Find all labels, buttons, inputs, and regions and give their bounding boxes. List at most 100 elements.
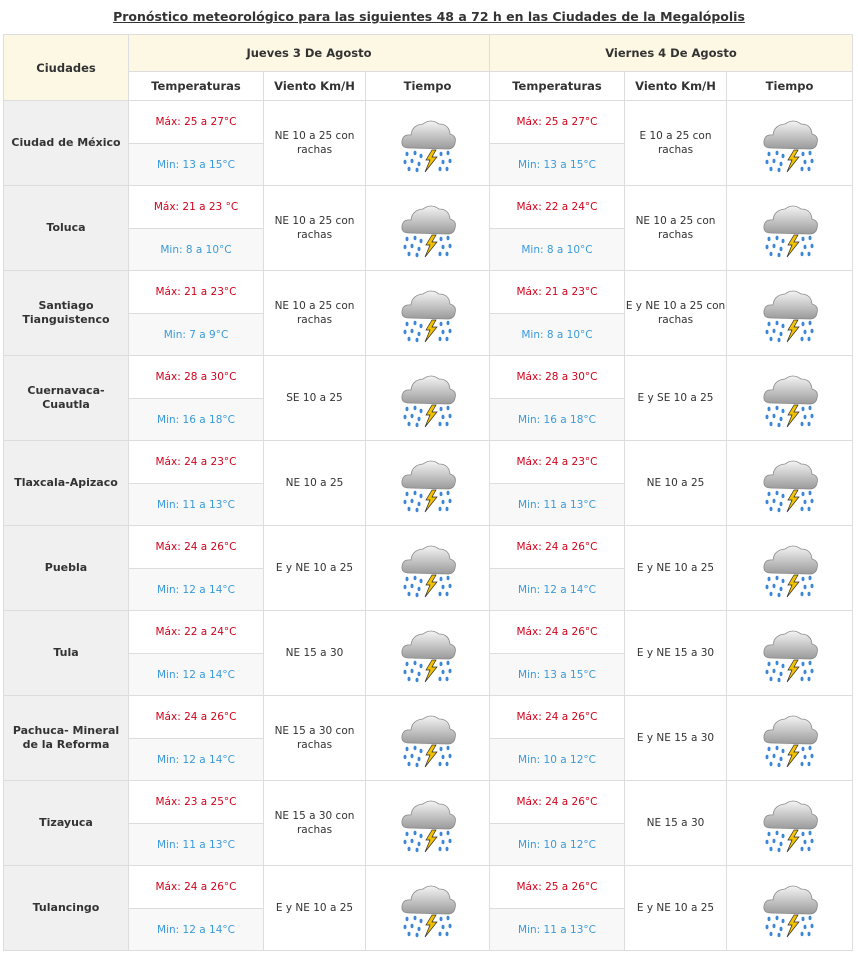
day1-min-temp: Min: 12 a 14°C: [128, 908, 264, 951]
day2-weather-cell: [725, 780, 854, 866]
day1-weather-cell: [365, 610, 490, 696]
day2-weather-cell: [725, 185, 854, 271]
thunderstorm-rain-icon: [366, 707, 489, 769]
thunderstorm-rain-icon: [727, 707, 852, 769]
day2-wind: E y SE 10 a 25: [624, 355, 727, 441]
table-row: Min: 12 a 14°C Min: 13 a 15°C: [4, 653, 853, 696]
thunderstorm-rain-icon: [727, 622, 852, 684]
table-row: Min: 12 a 14°C Min: 11 a 13°C: [4, 908, 853, 951]
thunderstorm-rain-icon: [366, 452, 489, 514]
day2-min-temp: Min: 11 a 13°C: [489, 483, 625, 526]
header-day-1: Jueves 3 De Agosto: [128, 34, 490, 72]
city-name: Santiago Tianguistenco: [3, 270, 129, 356]
day2-weather-cell: [725, 100, 854, 186]
city-name: Ciudad de México: [3, 100, 129, 186]
day1-weather-cell: [365, 525, 490, 611]
day1-min-temp: Min: 12 a 14°C: [128, 653, 264, 696]
table-row: Cuernavaca-Cuautla Máx: 28 a 30°C SE 10 a …: [3, 355, 854, 441]
table-row: Min: 8 a 10°C Min: 8 a 10°C: [4, 228, 853, 271]
table-row: Min: 7 a 9°C Min: 8 a 10°C: [4, 313, 853, 356]
header-temperatures: Temperaturas: [489, 71, 625, 101]
day2-wind: E 10 a 25 con rachas: [624, 100, 727, 186]
day1-wind: NE 15 a 30 con rachas: [263, 695, 366, 781]
day1-max-temp: Máx: 23 a 25°C: [128, 780, 264, 824]
thunderstorm-rain-icon: [727, 792, 852, 854]
day2-max-temp: Máx: 21 a 23°C: [489, 270, 625, 314]
day1-max-temp: Máx: 22 a 24°C: [128, 610, 264, 654]
day1-wind: NE 15 a 30 con rachas: [263, 780, 366, 866]
thunderstorm-rain-icon: [727, 537, 852, 599]
table-row: Tulancingo Máx: 24 a 26°C E y NE 10 a 25 Má…: [3, 865, 854, 951]
day2-min-temp: Min: 8 a 10°C: [489, 228, 625, 271]
header-cities: Ciudades: [3, 34, 129, 101]
city-name: Tulancingo: [3, 865, 129, 951]
day2-max-temp: Máx: 24 a 23°C: [489, 440, 625, 484]
page-title: Pronóstico meteorológico para las siguie…: [113, 9, 745, 24]
day1-min-temp: Min: 11 a 13°C: [128, 483, 264, 526]
thunderstorm-rain-icon: [366, 792, 489, 854]
day2-min-temp: Min: 11 a 13°C: [489, 908, 625, 951]
thunderstorm-rain-icon: [727, 197, 852, 259]
day2-wind: NE 15 a 30: [624, 780, 727, 866]
thunderstorm-rain-icon: [727, 452, 852, 514]
day2-wind: E y NE 15 a 30: [624, 610, 727, 696]
table-row: Pachuca- Mineral de la Reforma Máx: 24 a …: [3, 695, 854, 781]
day2-weather-cell: [725, 270, 854, 356]
day2-wind: E y NE 10 a 25: [624, 865, 727, 951]
day1-min-temp: Min: 12 a 14°C: [128, 738, 264, 781]
day1-wind: NE 15 a 30: [263, 610, 366, 696]
day2-weather-cell: [725, 610, 854, 696]
table-row: Tlaxcala-Apizaco Máx: 24 a 23°C NE 10 a 25…: [3, 440, 854, 526]
table-row: Min: 16 a 18°C Min: 16 a 18°C: [4, 398, 853, 441]
day2-min-temp: Min: 16 a 18°C: [489, 398, 625, 441]
day1-weather-cell: [365, 865, 490, 951]
thunderstorm-rain-icon: [366, 622, 489, 684]
day1-max-temp: Máx: 24 a 26°C: [128, 525, 264, 569]
day1-max-temp: Máx: 21 a 23°C: [128, 270, 264, 314]
day1-max-temp: Máx: 24 a 26°C: [128, 865, 264, 909]
day1-weather-cell: [365, 695, 490, 781]
forecast-table: Ciudades Jueves 3 De Agosto Viernes 4 De…: [3, 34, 854, 951]
day2-min-temp: Min: 13 a 15°C: [489, 653, 625, 696]
thunderstorm-rain-icon: [366, 537, 489, 599]
day1-wind: E y NE 10 a 25: [263, 525, 366, 611]
thunderstorm-rain-icon: [366, 877, 489, 939]
thunderstorm-rain-icon: [727, 282, 852, 344]
day1-min-temp: Min: 13 a 15°C: [128, 143, 264, 186]
day2-wind: NE 10 a 25 con rachas: [624, 185, 727, 271]
day1-wind: E y NE 10 a 25: [263, 865, 366, 951]
day2-max-temp: Máx: 28 a 30°C: [489, 355, 625, 399]
thunderstorm-rain-icon: [366, 367, 489, 429]
city-name: Pachuca- Mineral de la Reforma: [3, 695, 129, 781]
day2-weather-cell: [725, 865, 854, 951]
thunderstorm-rain-icon: [366, 197, 489, 259]
day1-wind: NE 10 a 25 con rachas: [263, 270, 366, 356]
day2-min-temp: Min: 10 a 12°C: [489, 738, 625, 781]
day1-min-temp: Min: 7 a 9°C: [128, 313, 264, 356]
day2-max-temp: Máx: 24 a 26°C: [489, 780, 625, 824]
table-row: Puebla Máx: 24 a 26°C E y NE 10 a 25 Máx: 2…: [3, 525, 854, 611]
city-name: Cuernavaca-Cuautla: [3, 355, 129, 441]
day1-wind: NE 10 a 25 con rachas: [263, 185, 366, 271]
day2-min-temp: Min: 10 a 12°C: [489, 823, 625, 866]
day1-min-temp: Min: 16 a 18°C: [128, 398, 264, 441]
day2-min-temp: Min: 12 a 14°C: [489, 568, 625, 611]
day2-wind: NE 10 a 25: [624, 440, 727, 526]
day1-weather-cell: [365, 185, 490, 271]
day2-weather-cell: [725, 355, 854, 441]
header-wind: Viento Km/H: [624, 71, 727, 101]
day2-weather-cell: [725, 440, 854, 526]
day2-max-temp: Máx: 24 a 26°C: [489, 525, 625, 569]
day2-max-temp: Máx: 22 a 24°C: [489, 185, 625, 229]
thunderstorm-rain-icon: [727, 367, 852, 429]
day1-max-temp: Máx: 28 a 30°C: [128, 355, 264, 399]
day1-max-temp: Máx: 24 a 23°C: [128, 440, 264, 484]
day2-max-temp: Máx: 24 a 26°C: [489, 695, 625, 739]
day1-weather-cell: [365, 355, 490, 441]
thunderstorm-rain-icon: [366, 282, 489, 344]
table-row: Tula Máx: 22 a 24°C NE 15 a 30 Máx: 24 a 26…: [3, 610, 854, 696]
day2-weather-cell: [725, 695, 854, 781]
day1-weather-cell: [365, 100, 490, 186]
day1-weather-cell: [365, 270, 490, 356]
table-row: Min: 12 a 14°C Min: 12 a 14°C: [4, 568, 853, 611]
